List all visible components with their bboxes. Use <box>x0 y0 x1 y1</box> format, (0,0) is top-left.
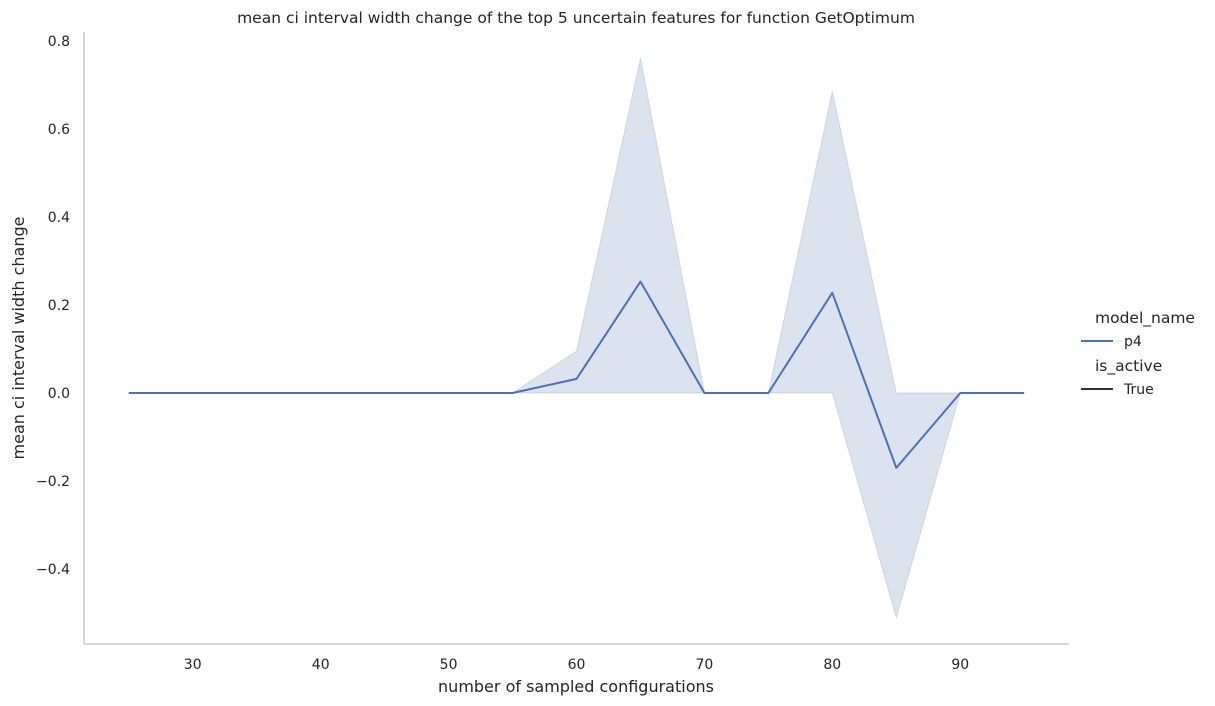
y-tick-label: 0.2 <box>48 298 70 314</box>
y-tick-label: −0.4 <box>36 562 70 578</box>
x-tick-label: 80 <box>823 657 841 673</box>
x-tick-label: 30 <box>184 657 202 673</box>
x-tick-labels: 30 40 50 60 70 80 90 <box>184 657 969 673</box>
plot-area <box>128 58 1025 620</box>
legend: model_name p4 is_active True <box>1081 309 1195 398</box>
y-tick-label: 0.6 <box>48 122 70 138</box>
x-axis-label: number of sampled configurations <box>438 677 714 696</box>
y-tick-labels: −0.4 −0.2 0.0 0.2 0.4 0.6 0.8 <box>36 34 70 578</box>
y-tick-label: 0.0 <box>48 386 70 402</box>
x-tick-label: 90 <box>951 657 969 673</box>
confidence-band <box>128 58 1025 620</box>
y-tick-label: −0.2 <box>36 474 70 490</box>
x-tick-label: 70 <box>695 657 713 673</box>
series-line-p4 <box>128 280 1025 469</box>
legend-entry-true: True <box>1123 382 1154 398</box>
x-tick-label: 50 <box>440 657 458 673</box>
chart-title: mean ci interval width change of the top… <box>237 9 915 27</box>
legend-entry-p4: p4 <box>1124 334 1142 350</box>
x-tick-label: 40 <box>312 657 330 673</box>
legend-title-model-name: model_name <box>1095 309 1195 328</box>
y-tick-label: 0.4 <box>48 210 70 226</box>
x-tick-label: 60 <box>568 657 586 673</box>
legend-title-is-active: is_active <box>1095 357 1162 376</box>
y-tick-label: 0.8 <box>48 34 70 50</box>
y-axis-label: mean ci interval width change <box>9 217 28 460</box>
